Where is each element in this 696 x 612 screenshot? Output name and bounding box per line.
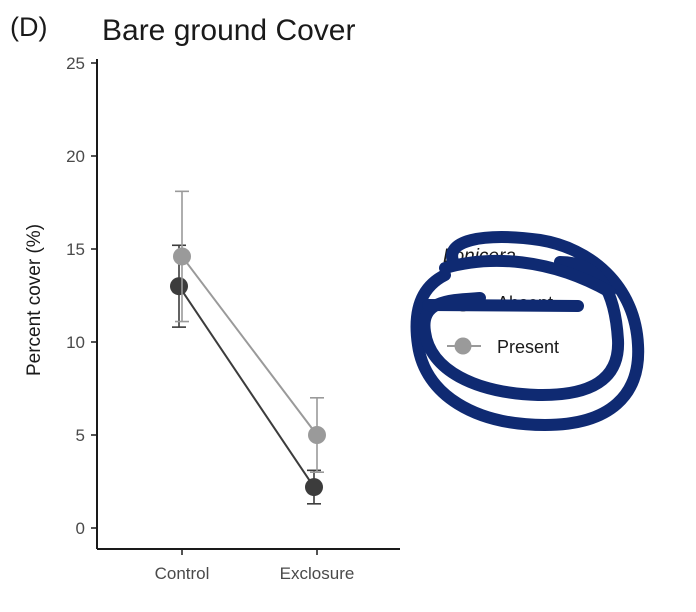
data-point [305, 478, 323, 497]
annotation-strike [422, 299, 584, 312]
series-present [173, 190, 326, 474]
plot-area [170, 190, 326, 505]
y-tick-label: 10 [66, 333, 85, 352]
x-tick-label: Exclosure [280, 564, 355, 583]
annotation-top-stroke [439, 254, 616, 298]
y-tick-label: 20 [66, 147, 85, 166]
annotation-circle-outer [410, 231, 645, 431]
y-tick-label: 5 [76, 426, 85, 445]
y-axis-title: Percent cover (%) [24, 224, 45, 376]
panel-label: (D) [10, 12, 47, 42]
legend-marker-present [454, 337, 472, 355]
legend-label-present: Present [497, 337, 559, 357]
series-absent [170, 244, 323, 505]
data-point [170, 277, 188, 296]
series-line [178, 285, 315, 488]
y-tick-label: 0 [76, 519, 85, 538]
x-tick-label: Control [155, 564, 210, 583]
y-tick-label: 15 [66, 240, 85, 259]
y-tick-label: 25 [66, 54, 85, 73]
x-axis: Control Exclosure [97, 548, 400, 583]
data-point [173, 247, 191, 266]
annotation-circle-inner [418, 256, 625, 402]
legend-annotation [410, 231, 645, 431]
series-line [181, 255, 318, 436]
chart-title: Bare ground Cover [102, 14, 355, 47]
data-point [308, 426, 326, 444]
y-axis: 0 5 10 15 20 25 [66, 54, 98, 549]
